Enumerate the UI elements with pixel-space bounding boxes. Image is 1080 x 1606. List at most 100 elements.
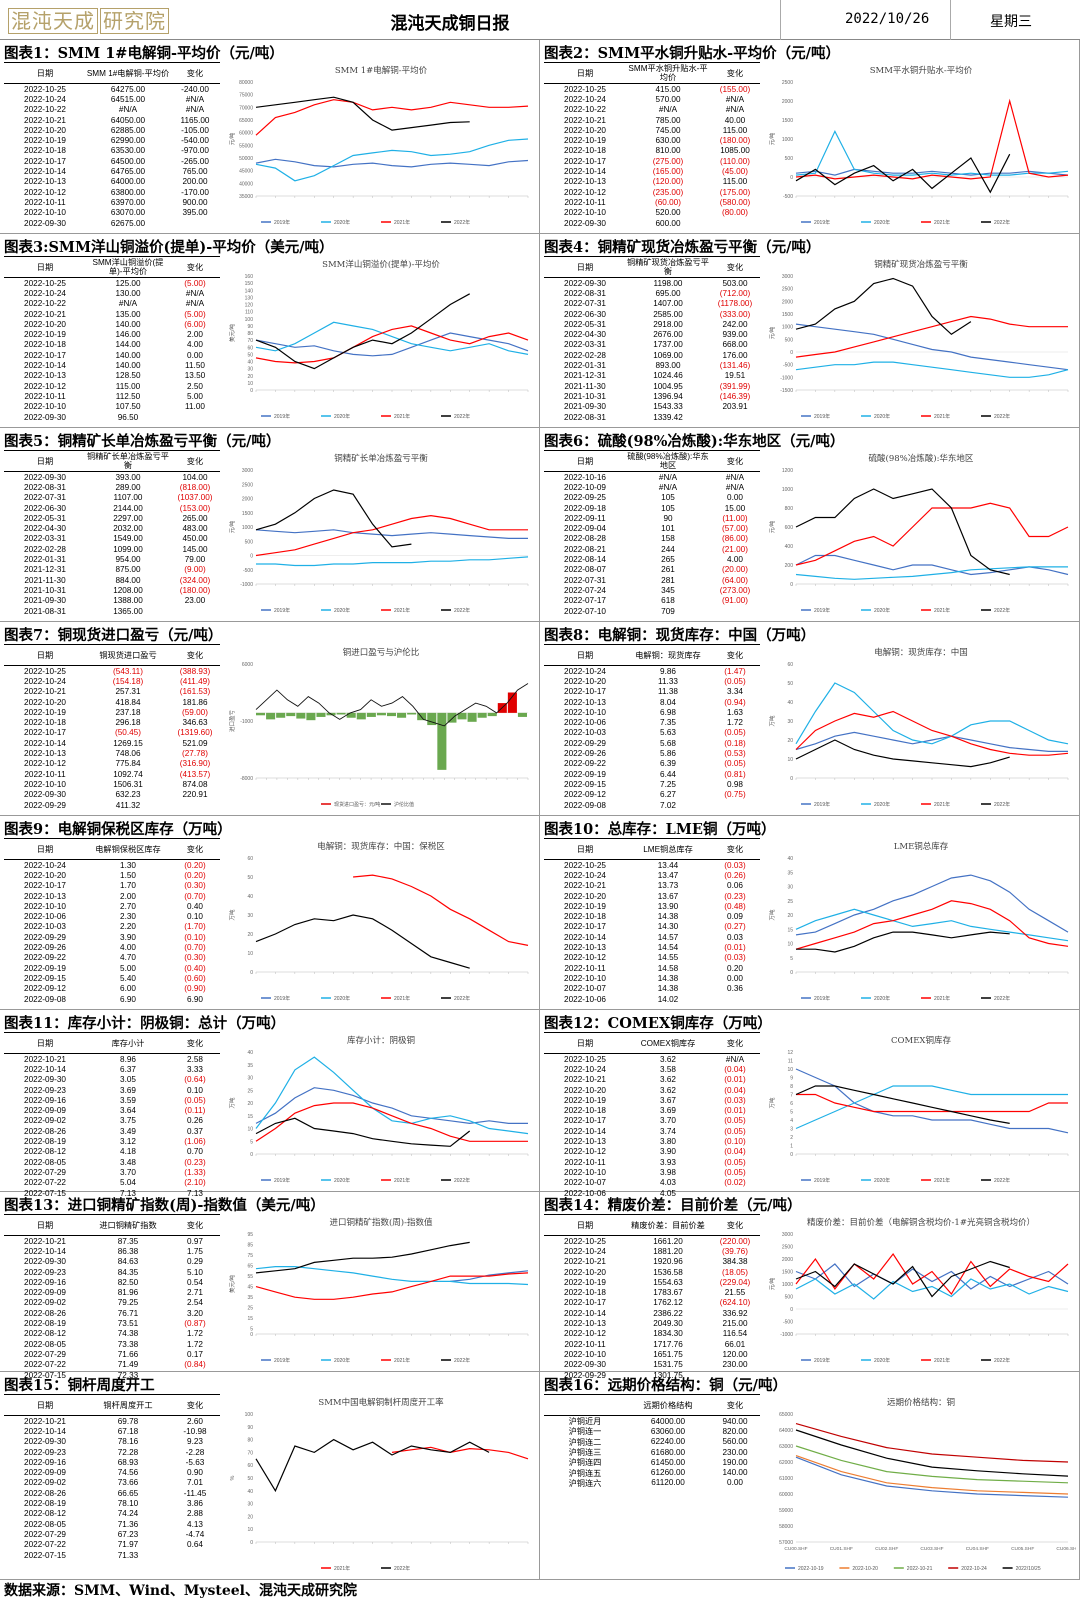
table-cell: 2022-10-13 (564, 177, 606, 187)
table-cell: 2022-10-03 (24, 922, 66, 932)
y-tick-label: -500 (783, 1320, 793, 1326)
table-row: 2022-10-11 63970.00 900.00 (4, 197, 220, 207)
table-cell: (0.05) (724, 1126, 746, 1136)
table-cell: 2.70 (120, 901, 136, 911)
table-cell: 64275.00 (110, 84, 146, 94)
legend-label: 2020年 (874, 413, 890, 420)
series-line (795, 731, 1068, 752)
table-cell: (153.00) (179, 503, 211, 513)
y-tick-label: 1000 (782, 1282, 793, 1288)
table-cell: (59.00) (182, 707, 208, 717)
y-tick-label: -8000 (240, 776, 253, 782)
table-row: 2022-10-10 2.70 0.40 (4, 901, 220, 911)
table-cell: 2022-07-22 (24, 1360, 66, 1370)
table-cell: 2022-07-24 (564, 585, 606, 595)
table-row: 2022-10-17 (50.45) (1319.60) (4, 728, 220, 738)
y-tick-label: 1500 (782, 312, 793, 318)
table-cell: 2585.00 (653, 309, 683, 319)
x-tick-label: CU01.SHF (830, 1546, 853, 1552)
table-cell: 11.00 (185, 402, 205, 412)
y-axis-label: 元/吨 (768, 1277, 776, 1290)
legend-label: 2021年 (934, 1357, 950, 1364)
legend-label: 2022年 (454, 413, 470, 420)
table-row: 2022-10-25 415.00 (155.00) (544, 84, 760, 94)
y-tick-label: 80 (247, 331, 253, 337)
table-cell: 1.72 (187, 1329, 203, 1339)
y-tick-label: -500 (243, 568, 253, 574)
table-cell: 2022-07-31 (564, 575, 606, 585)
table-row: 2022-08-14 265 4.00 (544, 554, 760, 564)
table-cell: (0.03) (724, 1095, 746, 1105)
table-cell: 2021-09-30 (564, 402, 606, 412)
table-cell: 4.70 (120, 953, 136, 963)
report-weekday: 星期三 (990, 14, 1032, 30)
table-cell: 176.00 (722, 350, 748, 360)
table-cell: 0.10 (187, 912, 203, 922)
table-cell: 86.38 (117, 1246, 139, 1256)
table-row: 2022-07-31 1407.00 (1178.00) (544, 299, 760, 309)
y-tick-label: 75 (247, 1253, 253, 1259)
legend-label: 2022年 (454, 1357, 470, 1364)
table-cell: 2022-09-16 (24, 1277, 66, 1287)
table-cell: (324.00) (179, 575, 211, 585)
bar (256, 712, 266, 716)
y-tick-label: 57000 (779, 1540, 793, 1546)
table-cell: 2022-10-07 (564, 1178, 606, 1188)
chart-svg: 电解铜：现货库存：中国 0 10 20 30 40 50 60 万吨 2019年 2020年 2021… (768, 647, 1069, 808)
y-tick-label: 150 (245, 281, 254, 287)
table-cell: 395.00 (182, 208, 208, 218)
table-cell: 2022-10-11 (24, 769, 66, 779)
y-tick-label: 2500 (782, 1245, 793, 1251)
series-line (255, 96, 470, 131)
series-line (255, 683, 529, 727)
table-cell: 1339.42 (653, 412, 683, 422)
table-cell: 2022-10-24 (564, 666, 606, 676)
table-cell: 2022-06-30 (24, 503, 66, 513)
table-header-cell: 远期价格结构 (643, 1400, 693, 1410)
table-cell: 63970.00 (110, 197, 146, 207)
table-cell: -5.63 (185, 1457, 205, 1467)
table-cell: 2.50 (187, 381, 203, 391)
table-cell: 2022-10-18 (564, 912, 606, 922)
table-cell: (0.40) (184, 963, 206, 973)
table-cell: 2022-09-04 (564, 524, 606, 534)
table-cell: 6.37 (120, 1064, 136, 1074)
table-cell: (146.39) (719, 391, 751, 401)
y-tick-label: 35 (247, 1295, 253, 1301)
table-cell: 101 (661, 524, 675, 534)
table-cell: 64765.00 (110, 167, 146, 177)
table-cell: 2022-10-25 (564, 1236, 606, 1246)
table-cell: 2022-10-13 (24, 371, 66, 381)
y-tick-label: 5 (790, 1110, 793, 1116)
legend-label: 2022年 (994, 1357, 1010, 1364)
table-cell: (1.47) (724, 666, 746, 676)
table-cell: 2022-10-14 (564, 167, 606, 177)
y-tick-label: 40 (247, 1050, 253, 1056)
table-cell: 2022-10-06 (564, 1188, 606, 1198)
table-cell: 2022-09-15 (564, 779, 606, 789)
table-cell: (391.99) (719, 381, 751, 391)
table-cell: 2.00 (120, 891, 136, 901)
table-row: 2022-10-21 87.35 0.97 (4, 1236, 220, 1246)
table-row: 2022-10-18 3.69 (0.01) (544, 1105, 760, 1115)
legend-label: 2020年 (874, 801, 890, 808)
table-row: 2022-10-17 11.38 3.34 (544, 687, 760, 697)
table-cell: (0.18) (724, 738, 746, 748)
table-row: 2022-10-24 3.58 (0.04) (544, 1064, 760, 1074)
table-row: 2022-10-24 9.86 (1.47) (544, 666, 760, 676)
table-cell: 893.00 (655, 361, 681, 371)
table-row: 2022-10-12 14.55 (0.03) (544, 953, 760, 963)
table-cell: 2022-02-28 (24, 544, 66, 554)
table-cell: 2022-10-20 (24, 125, 66, 135)
chart-panel: 图表11：库存小计：阴极铜：总计（万吨） 日期 库存小计 变化 2022-10-21 8.… (0, 1010, 540, 1198)
table-cell: 2022-10-10 (564, 707, 606, 717)
series-line (795, 315, 1068, 358)
panel-title: 图表9：电解铜保税区库存（万吨） (4, 821, 232, 838)
table-row: 2022-10-10 6.98 1.63 (544, 707, 760, 717)
y-tick-label: 100 (245, 1412, 254, 1418)
report-title: 混沌天成铜日报 (390, 14, 510, 34)
table-cell: 2022-08-12 (24, 1509, 66, 1519)
table-cell: 64000.00 (650, 1416, 686, 1426)
y-tick-label: 1200 (782, 468, 793, 474)
bar (507, 692, 517, 713)
